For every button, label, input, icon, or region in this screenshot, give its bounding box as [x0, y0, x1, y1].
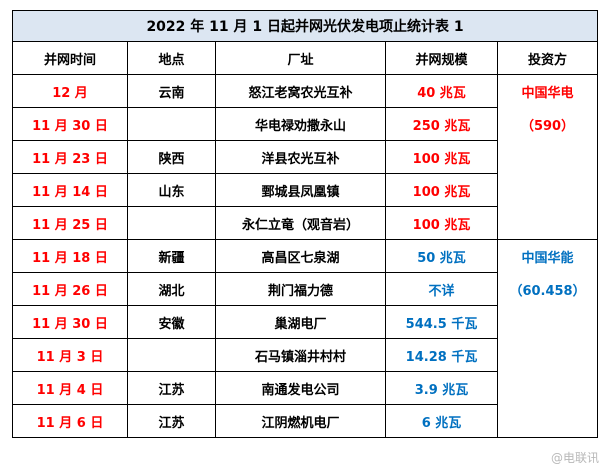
row-place: 江苏	[127, 404, 216, 438]
investor-huaneng-name: 中国华能	[496, 239, 599, 273]
row-date: 11 月 3 日	[12, 338, 128, 372]
row-place: 山东	[127, 173, 216, 207]
table-row: 12 月 云南 怒江老窝农光互补 40 兆瓦 中国华电	[12, 74, 599, 108]
row-scale: 不详	[385, 272, 498, 306]
row-date: 11 月 25 日	[12, 206, 128, 240]
row-scale: 544.5 千瓦	[385, 305, 498, 339]
investor-cell	[496, 404, 599, 438]
row-date: 11 月 14 日	[12, 173, 128, 207]
row-site: 洋县农光互补	[215, 140, 386, 174]
investor-huadian-name: 中国华电	[496, 74, 599, 108]
table-row: 11 月 30 日 华电禄劝撒永山 250 兆瓦 （590）	[12, 107, 599, 141]
header-site: 厂址	[215, 41, 386, 75]
row-scale: 40 兆瓦	[385, 74, 498, 108]
row-scale: 100 兆瓦	[385, 206, 498, 240]
row-site: 华电禄劝撒永山	[215, 107, 386, 141]
investor-cell	[496, 206, 599, 240]
investor-huadian-value: （590）	[496, 107, 599, 141]
header-place: 地点	[127, 41, 216, 75]
row-scale: 14.28 千瓦	[385, 338, 498, 372]
row-date: 11 月 6 日	[12, 404, 128, 438]
table-row: 11 月 26 日 湖北 荆门福力德 不详 （60.458）	[12, 272, 599, 306]
investor-cell	[496, 305, 599, 339]
row-scale: 100 兆瓦	[385, 140, 498, 174]
row-place: 湖北	[127, 272, 216, 306]
table-row: 11 月 25 日 永仁立竜（观音岩） 100 兆瓦	[12, 206, 599, 240]
row-site: 巢湖电厂	[215, 305, 386, 339]
row-place: 新疆	[127, 239, 216, 273]
row-site: 高昌区七泉湖	[215, 239, 386, 273]
investor-cell	[496, 173, 599, 207]
row-place	[127, 107, 216, 141]
watermark: @电联讯	[550, 451, 599, 465]
table-row: 11 月 30 日 安徽 巢湖电厂 544.5 千瓦	[12, 305, 599, 339]
investor-cell	[496, 371, 599, 405]
row-scale: 6 兆瓦	[385, 404, 498, 438]
row-site: 南通发电公司	[215, 371, 386, 405]
row-site: 江阴燃机电厂	[215, 404, 386, 438]
table-row: 11 月 23 日 陕西 洋县农光互补 100 兆瓦	[12, 140, 599, 174]
row-site: 怒江老窝农光互补	[215, 74, 386, 108]
row-scale: 50 兆瓦	[385, 239, 498, 273]
row-date: 11 月 23 日	[12, 140, 128, 174]
row-place: 陕西	[127, 140, 216, 174]
row-date: 11 月 4 日	[12, 371, 128, 405]
table-row: 11 月 14 日 山东 鄄城县凤凰镇 100 兆瓦	[12, 173, 599, 207]
investor-cell	[496, 338, 599, 372]
row-place	[127, 338, 216, 372]
table-row: 11 月 4 日 江苏 南通发电公司 3.9 兆瓦	[12, 371, 599, 405]
row-site: 永仁立竜（观音岩）	[215, 206, 386, 240]
investor-huaneng-value: （60.458）	[496, 272, 599, 306]
header-date: 并网时间	[12, 41, 128, 75]
row-scale: 100 兆瓦	[385, 173, 498, 207]
row-date: 12 月	[12, 74, 128, 108]
header-scale: 并网规模	[385, 41, 498, 75]
row-date: 11 月 26 日	[12, 272, 128, 306]
header-investor: 投资方	[496, 41, 599, 75]
row-date: 11 月 18 日	[12, 239, 128, 273]
table-row: 11 月 3 日 石马镇淄井村村 14.28 千瓦	[12, 338, 599, 372]
investor-cell	[496, 140, 599, 174]
row-scale: 250 兆瓦	[385, 107, 498, 141]
row-site: 石马镇淄井村村	[215, 338, 386, 372]
table-row: 11 月 6 日 江苏 江阴燃机电厂 6 兆瓦	[12, 404, 599, 438]
row-scale: 3.9 兆瓦	[385, 371, 498, 405]
row-place: 安徽	[127, 305, 216, 339]
row-site: 荆门福力德	[215, 272, 386, 306]
row-date: 11 月 30 日	[12, 107, 128, 141]
row-site: 鄄城县凤凰镇	[215, 173, 386, 207]
statistics-table: 2022 年 11 月 1 日起并网光伏发电项止统计表 1 并网时间 地点 厂址…	[11, 10, 599, 438]
row-date: 11 月 30 日	[12, 305, 128, 339]
row-place: 江苏	[127, 371, 216, 405]
row-place: 云南	[127, 74, 216, 108]
row-place	[127, 206, 216, 240]
table-row: 11 月 18 日 新疆 高昌区七泉湖 50 兆瓦 中国华能	[12, 239, 599, 273]
table-title: 2022 年 11 月 1 日起并网光伏发电项止统计表 1	[11, 10, 599, 42]
